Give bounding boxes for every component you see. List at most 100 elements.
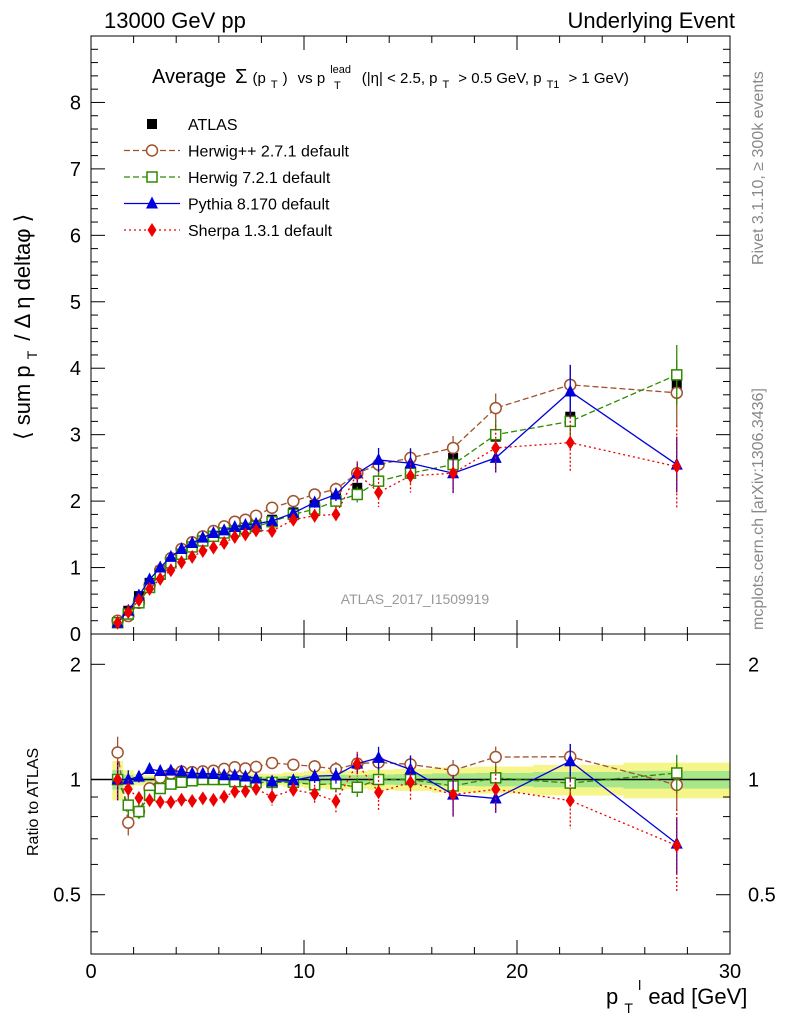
data-point (310, 508, 320, 523)
data-point (239, 518, 252, 531)
data-point (308, 769, 321, 782)
data-point (228, 768, 241, 781)
data-point (228, 520, 241, 533)
data-point (287, 506, 300, 519)
data-point (230, 784, 240, 799)
data-point (154, 763, 167, 776)
y-tick-label: 0 (70, 624, 81, 646)
data-point (240, 527, 250, 542)
data-point (186, 766, 199, 779)
data-point (250, 516, 263, 529)
data-point (122, 772, 135, 785)
data-point (146, 171, 158, 183)
data-point (219, 535, 229, 550)
data-point (288, 782, 298, 797)
data-point (113, 772, 123, 787)
data-point (672, 838, 682, 853)
data-point (218, 768, 231, 781)
data-point (175, 541, 188, 554)
series-3 (111, 364, 683, 628)
series-line (117, 384, 677, 622)
y-tick-label: 5 (70, 292, 81, 314)
data-point (352, 466, 362, 481)
ratio-tick-label: 1 (748, 770, 759, 792)
data-point (329, 768, 342, 781)
data-point (251, 523, 261, 538)
header-right: Underlying Event (567, 8, 735, 33)
data-point (166, 795, 176, 810)
data-point (133, 805, 145, 818)
data-point (372, 475, 385, 487)
title-pt-open: (p (253, 70, 266, 87)
data-point (564, 384, 577, 397)
data-point (208, 792, 218, 807)
ratio-tick-label: 1 (70, 770, 81, 792)
series-line (117, 390, 678, 624)
series-1 (111, 359, 683, 627)
y-label-rest: / Δ η deltaφ ⟩ (10, 214, 35, 341)
x-label-sub: T (624, 1000, 633, 1016)
y-tick-label: 7 (70, 159, 81, 181)
data-point (406, 468, 415, 483)
title-lead-sub: T (334, 80, 341, 92)
data-point (208, 540, 218, 555)
ratio-tick-label: 2 (748, 654, 759, 676)
data-point (671, 369, 683, 381)
data-point (565, 793, 575, 808)
data-point (372, 452, 385, 465)
title-cuts-sub2: T1 (547, 79, 560, 91)
data-point (123, 605, 133, 620)
main-series (111, 344, 683, 630)
ratio-tick-label: 0.5 (53, 885, 81, 907)
data-point (310, 786, 320, 801)
y-tick-label: 1 (70, 558, 81, 580)
data-point (372, 750, 385, 763)
data-point (446, 441, 460, 455)
data-point (446, 764, 460, 777)
y-tick-label: 8 (70, 92, 81, 114)
x-label-main: p (606, 984, 618, 1009)
legend-label: Herwig 7.2.1 default (188, 170, 331, 187)
title-pt-close: ) (283, 70, 288, 87)
data-point (448, 787, 458, 802)
data-point (406, 775, 415, 790)
y-tick-label: 2 (70, 491, 81, 513)
data-point (164, 763, 177, 776)
data-point (113, 615, 123, 630)
tick-labels: 0 10 20 30 0 1 2 3 4 5 6 7 8 0.5 0.5 1 1 2 2 (53, 92, 776, 983)
legend-label: Sherpa 1.3.1 default (188, 223, 333, 240)
title-cuts-end: > 1 GeV) (568, 70, 628, 87)
y-tick-label: 4 (70, 358, 81, 380)
data-point (164, 549, 177, 562)
data-point (134, 790, 144, 805)
data-point (250, 771, 263, 784)
ratio-frame (90, 633, 731, 955)
data-point (251, 781, 261, 796)
data-point (672, 459, 682, 474)
data-point (308, 495, 321, 508)
y-axis-label: ⟨ sum p T / Δ η deltaφ ⟩ (10, 214, 42, 440)
ratio-tick-label: 2 (70, 654, 81, 676)
data-point (143, 762, 156, 775)
data-point (489, 791, 502, 804)
data-point (331, 794, 341, 809)
data-point (239, 769, 252, 782)
x-axis-label: p T l ead [GeV] (606, 970, 747, 1018)
ratio-series-4 (113, 751, 682, 893)
data-point (145, 793, 155, 808)
data-point (287, 494, 300, 508)
data-point (177, 792, 187, 807)
data-point (351, 781, 363, 793)
data-point (143, 572, 156, 585)
data-point (177, 555, 187, 570)
x-tick-label: 20 (506, 961, 528, 983)
data-point (489, 401, 502, 415)
plot-title: Average Σ (p T ) vs p lead T (|η| < 2.5,… (152, 64, 629, 92)
data-point (187, 793, 197, 808)
title-average: Average (152, 66, 226, 88)
data-point (147, 223, 157, 237)
title-pt-sub: T (271, 79, 278, 91)
data-point (249, 760, 263, 774)
data-point (187, 549, 197, 564)
